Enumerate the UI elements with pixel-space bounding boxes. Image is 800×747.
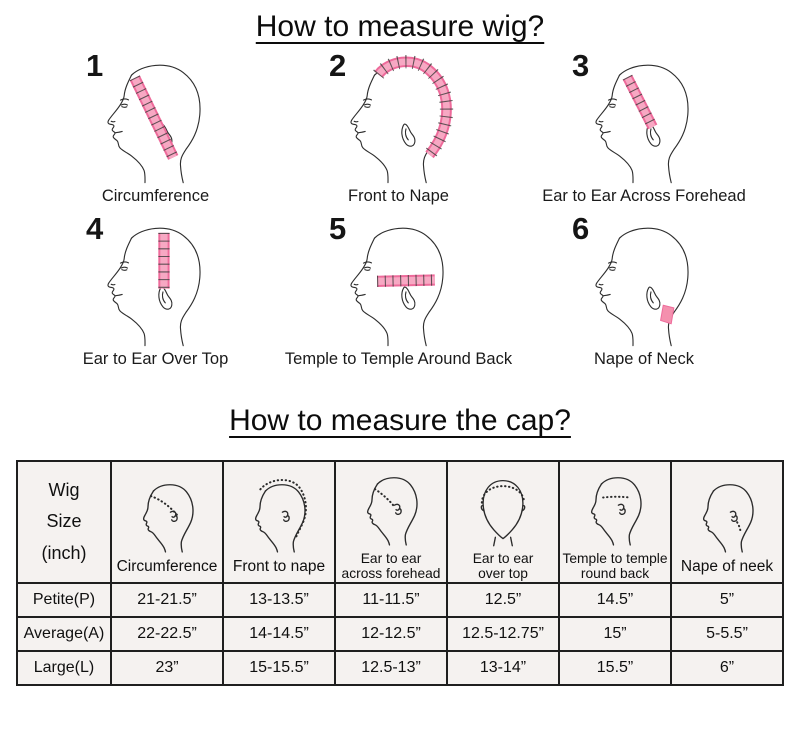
head-front-dotted-over-top-icon xyxy=(480,479,526,547)
cap-size-table: Wig Size (inch) Circumference Front to n… xyxy=(16,460,784,686)
table-row-petite: Petite(P) 21-21.5” 13-13.5” 11-11.5” 12.… xyxy=(16,581,784,618)
table-row-average: Average(A) 22-22.5” 14-14.5” 12-12.5” 12… xyxy=(16,615,784,652)
column-header-ear-to-ear-over-top: Ear to ear over top xyxy=(446,460,560,584)
head-dotted-circumference-icon xyxy=(142,483,194,553)
value-cell: 12.5” xyxy=(446,581,560,618)
diagram-number: 5 xyxy=(329,211,347,246)
diagram-number: 6 xyxy=(572,211,590,246)
value-cell: 12.5-13” xyxy=(334,649,448,686)
diagram-number: 4 xyxy=(86,211,104,246)
head-profile-ear-to-ear-over-top-tape-icon xyxy=(34,213,277,349)
table-row-large: Large(L) 23” 15-15.5” 12.5-13” 13-14” 15… xyxy=(16,649,784,686)
column-header-label: Front to nape xyxy=(232,557,326,575)
head-profile-ear-to-ear-forehead-tape-icon xyxy=(520,50,768,186)
column-header-nape-of-neek: Nape of neek xyxy=(670,460,784,584)
column-header-front-to-nape: Front to nape xyxy=(222,460,336,584)
diagram-label: Ear to Ear Over Top xyxy=(82,350,229,368)
diagram-label: Front to Nape xyxy=(348,187,449,205)
cap-section-title: How to measure the cap? xyxy=(229,404,571,437)
diagram-label: Ear to Ear Across Forehead xyxy=(542,187,746,205)
diagram-number: 1 xyxy=(86,48,104,83)
value-cell: 13-14” xyxy=(446,649,560,686)
value-cell: 15” xyxy=(558,615,672,652)
diagram-number: 2 xyxy=(329,48,347,83)
column-header-temple-round-back: Temple to temple round back xyxy=(558,460,672,584)
head-profile-circumference-tape-icon xyxy=(34,50,277,186)
column-header-label: Ear to ear across forehead xyxy=(341,551,441,582)
value-cell: 22-22.5” xyxy=(110,615,224,652)
size-label: Petite(P) xyxy=(16,581,112,618)
column-header-label: Nape of neek xyxy=(680,557,774,575)
wig-size-corner-header: Wig Size (inch) xyxy=(16,460,112,584)
value-cell: 6” xyxy=(670,649,784,686)
head-profile-nape-of-neck-tape-icon xyxy=(520,213,768,349)
column-header-circumference: Circumference xyxy=(110,460,224,584)
value-cell: 5” xyxy=(670,581,784,618)
value-cell: 5-5.5” xyxy=(670,615,784,652)
value-cell: 14.5” xyxy=(558,581,672,618)
value-cell: 12.5-12.75” xyxy=(446,615,560,652)
head-dotted-front-to-nape-icon xyxy=(254,478,307,553)
diagram-ear-to-ear-over-top: 4 Ear to Ear Over Top xyxy=(34,209,277,372)
diagram-temple-to-temple: 5 Temple to Temple Around Back xyxy=(277,209,520,372)
column-header-ear-to-ear-forehead: Ear to ear across forehead xyxy=(334,460,448,584)
column-header-label: Temple to temple round back xyxy=(562,551,668,582)
value-cell: 15-15.5” xyxy=(222,649,336,686)
diagram-label: Temple to Temple Around Back xyxy=(284,350,513,368)
size-label: Large(L) xyxy=(16,649,112,686)
value-cell: 14-14.5” xyxy=(222,615,336,652)
size-label: Average(A) xyxy=(16,615,112,652)
head-dotted-nape-icon xyxy=(702,483,754,553)
head-dotted-ear-to-ear-forehead-icon xyxy=(366,477,418,546)
value-cell: 12-12.5” xyxy=(334,615,448,652)
value-cell: 15.5” xyxy=(558,649,672,686)
measurement-diagram-grid: 1 Circumference 2 Front to Nape 3 xyxy=(34,46,768,372)
head-profile-front-to-nape-tape-icon xyxy=(277,50,520,186)
value-cell: 11-11.5” xyxy=(334,581,448,618)
column-header-label: Ear to ear over top xyxy=(472,551,534,582)
table-header-row: Wig Size (inch) Circumference Front to n… xyxy=(16,460,784,584)
page-title: How to measure wig? xyxy=(255,10,545,43)
diagram-label: Circumference xyxy=(101,187,210,205)
diagram-number: 3 xyxy=(572,48,590,83)
value-cell: 23” xyxy=(110,649,224,686)
diagram-ear-to-ear-across-forehead: 3 Ear to Ear Across Forehead xyxy=(520,46,768,209)
diagram-circumference: 1 Circumference xyxy=(34,46,277,209)
diagram-front-to-nape: 2 Front to Nape xyxy=(277,46,520,209)
diagram-label: Nape of Neck xyxy=(594,350,694,368)
value-cell: 21-21.5” xyxy=(110,581,224,618)
value-cell: 13-13.5” xyxy=(222,581,336,618)
head-profile-temple-to-temple-tape-icon xyxy=(277,213,520,349)
column-header-label: Circumference xyxy=(116,557,218,575)
diagram-nape-of-neck: 6 Nape of Neck xyxy=(520,209,768,372)
head-dotted-temple-round-back-icon xyxy=(590,477,642,546)
